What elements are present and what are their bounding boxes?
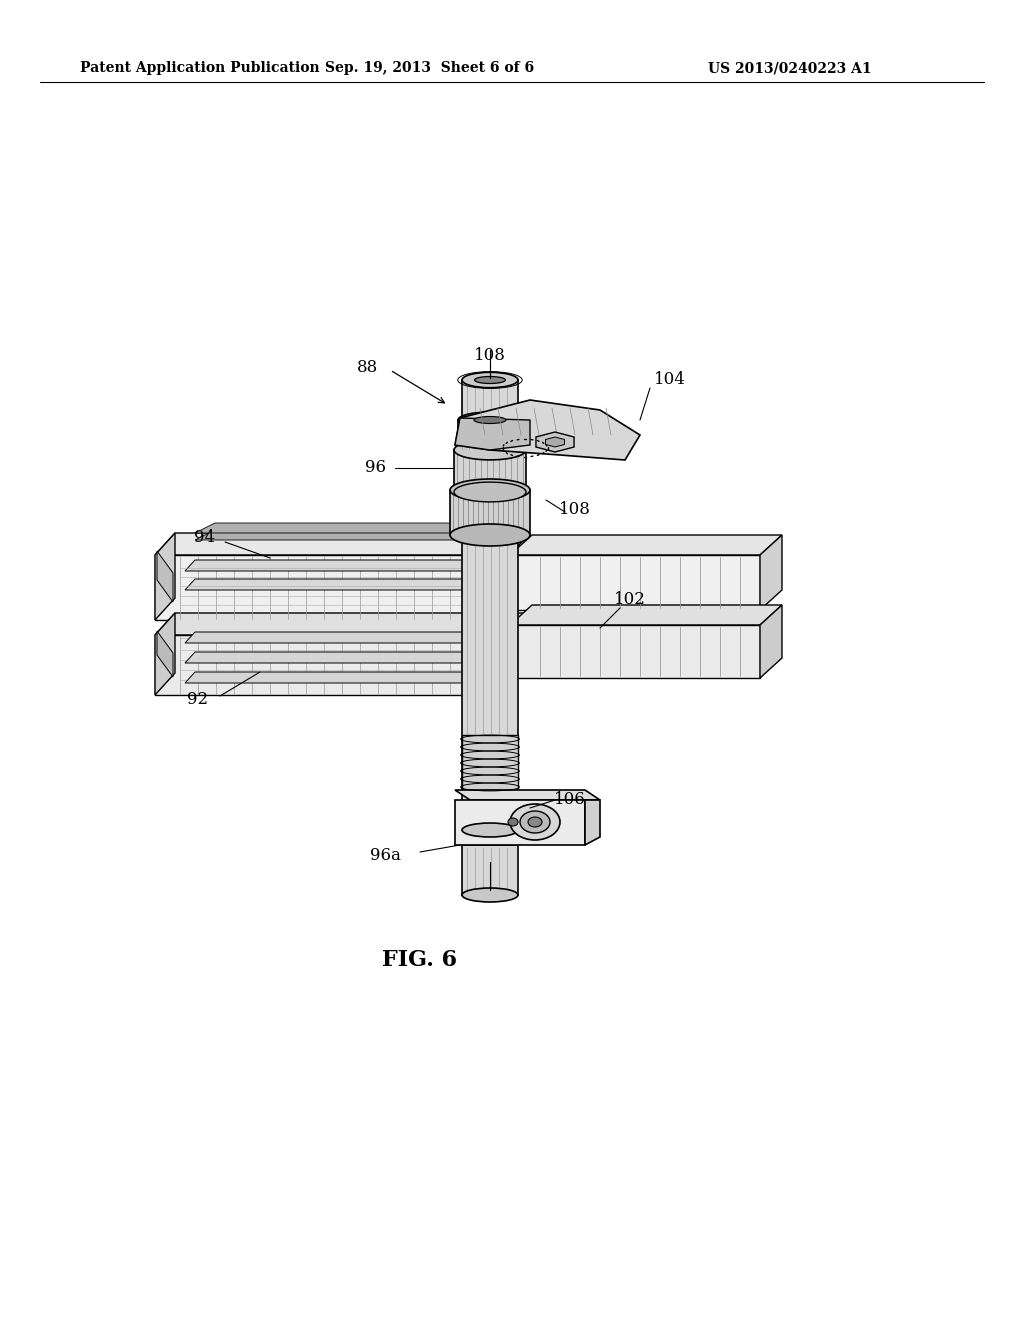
Bar <box>462 845 518 895</box>
Text: 96: 96 <box>365 459 385 477</box>
Ellipse shape <box>520 810 550 833</box>
Ellipse shape <box>528 817 542 828</box>
Text: 94: 94 <box>195 529 216 546</box>
Text: 108: 108 <box>559 502 591 519</box>
Ellipse shape <box>474 376 506 384</box>
Text: 104: 104 <box>654 371 686 388</box>
Bar <box>450 490 530 535</box>
Text: Patent Application Publication: Patent Application Publication <box>80 61 319 75</box>
Ellipse shape <box>510 804 560 840</box>
Polygon shape <box>510 535 782 554</box>
Polygon shape <box>185 672 515 682</box>
Polygon shape <box>185 579 515 590</box>
Polygon shape <box>185 632 515 643</box>
Text: 102: 102 <box>614 591 646 609</box>
Ellipse shape <box>462 372 518 388</box>
Polygon shape <box>155 533 175 620</box>
Ellipse shape <box>462 822 518 837</box>
Ellipse shape <box>454 482 526 502</box>
Polygon shape <box>195 531 500 540</box>
Polygon shape <box>455 789 600 800</box>
Polygon shape <box>185 652 515 663</box>
Polygon shape <box>455 800 585 845</box>
Text: 96a: 96a <box>370 846 400 863</box>
Polygon shape <box>510 554 760 610</box>
Polygon shape <box>155 612 530 635</box>
Ellipse shape <box>508 818 518 826</box>
Bar <box>462 735 518 789</box>
Bar <box>458 420 522 451</box>
Text: US 2013/0240223 A1: US 2013/0240223 A1 <box>709 61 871 75</box>
Text: 88: 88 <box>357 359 379 376</box>
Polygon shape <box>510 605 782 624</box>
Ellipse shape <box>462 888 518 902</box>
Ellipse shape <box>450 479 530 502</box>
Ellipse shape <box>450 524 530 546</box>
Polygon shape <box>760 605 782 678</box>
Ellipse shape <box>474 417 506 424</box>
Polygon shape <box>585 800 600 845</box>
Polygon shape <box>546 437 564 447</box>
Polygon shape <box>157 631 173 677</box>
Polygon shape <box>760 535 782 610</box>
Polygon shape <box>155 554 510 620</box>
Text: 106: 106 <box>554 792 586 808</box>
Polygon shape <box>536 432 574 451</box>
Text: 92: 92 <box>187 692 209 709</box>
Text: 108: 108 <box>474 346 506 363</box>
Bar <box>462 380 518 830</box>
Ellipse shape <box>454 440 526 459</box>
Polygon shape <box>155 612 175 696</box>
Bar <box>454 450 526 492</box>
Text: Sep. 19, 2013  Sheet 6 of 6: Sep. 19, 2013 Sheet 6 of 6 <box>326 61 535 75</box>
Polygon shape <box>195 523 500 533</box>
Text: FIG. 6: FIG. 6 <box>382 949 458 972</box>
Ellipse shape <box>458 412 522 428</box>
Polygon shape <box>185 560 515 572</box>
Polygon shape <box>157 550 173 602</box>
Polygon shape <box>455 418 530 450</box>
Polygon shape <box>455 400 640 459</box>
Polygon shape <box>155 533 530 554</box>
Polygon shape <box>510 624 760 678</box>
Polygon shape <box>155 635 510 696</box>
